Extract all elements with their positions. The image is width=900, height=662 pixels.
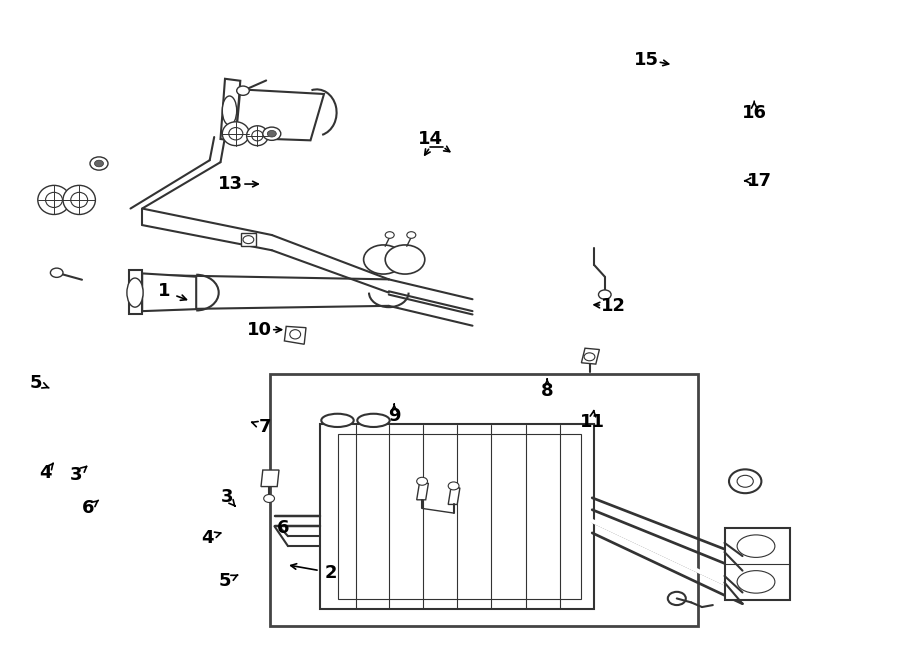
Text: 6: 6	[82, 499, 94, 518]
Polygon shape	[272, 235, 389, 293]
Ellipse shape	[263, 127, 281, 140]
Text: 2: 2	[325, 563, 338, 582]
Polygon shape	[133, 275, 389, 310]
Polygon shape	[236, 89, 324, 140]
Polygon shape	[320, 424, 594, 609]
Polygon shape	[417, 483, 428, 500]
Ellipse shape	[127, 278, 143, 307]
Ellipse shape	[584, 353, 595, 361]
Ellipse shape	[737, 571, 775, 593]
Ellipse shape	[385, 232, 394, 238]
Text: 15: 15	[634, 50, 659, 69]
Text: 11: 11	[580, 413, 605, 432]
Ellipse shape	[243, 236, 254, 244]
Ellipse shape	[385, 245, 425, 274]
Polygon shape	[241, 233, 256, 246]
Ellipse shape	[94, 160, 104, 167]
Ellipse shape	[407, 232, 416, 238]
Ellipse shape	[71, 193, 87, 207]
Ellipse shape	[38, 185, 70, 214]
Polygon shape	[448, 488, 460, 504]
Ellipse shape	[364, 245, 403, 274]
Polygon shape	[142, 273, 196, 311]
Ellipse shape	[222, 96, 237, 125]
Ellipse shape	[321, 414, 354, 427]
Ellipse shape	[267, 130, 276, 137]
Text: 6: 6	[277, 519, 290, 538]
Text: 5: 5	[30, 373, 42, 392]
Ellipse shape	[729, 469, 761, 493]
Text: 1: 1	[158, 282, 170, 301]
Ellipse shape	[50, 268, 63, 277]
Text: 4: 4	[201, 528, 213, 547]
Ellipse shape	[264, 495, 274, 502]
Text: 3: 3	[70, 466, 83, 485]
Ellipse shape	[46, 193, 62, 207]
Ellipse shape	[63, 185, 95, 214]
Ellipse shape	[237, 86, 249, 95]
Polygon shape	[129, 270, 142, 314]
Text: 13: 13	[218, 175, 243, 193]
Text: 16: 16	[742, 103, 767, 122]
Ellipse shape	[357, 414, 390, 427]
Ellipse shape	[668, 592, 686, 605]
Text: 7: 7	[259, 418, 272, 436]
Text: 14: 14	[418, 130, 443, 148]
Text: 4: 4	[39, 464, 51, 483]
Bar	[270, 374, 698, 626]
Ellipse shape	[222, 122, 249, 146]
Polygon shape	[284, 326, 306, 344]
Ellipse shape	[247, 126, 268, 146]
Ellipse shape	[737, 475, 753, 487]
Polygon shape	[389, 279, 473, 326]
Ellipse shape	[90, 157, 108, 170]
Ellipse shape	[737, 535, 775, 557]
Ellipse shape	[417, 477, 428, 485]
Ellipse shape	[252, 130, 263, 141]
Polygon shape	[220, 79, 240, 141]
Text: 17: 17	[747, 171, 772, 190]
Text: 3: 3	[220, 487, 233, 506]
Text: 9: 9	[388, 406, 400, 425]
Text: 10: 10	[247, 320, 272, 339]
Ellipse shape	[448, 482, 459, 490]
Polygon shape	[261, 470, 279, 487]
Ellipse shape	[229, 128, 243, 140]
Ellipse shape	[290, 330, 301, 339]
Text: 5: 5	[219, 572, 231, 591]
Text: 8: 8	[541, 381, 554, 400]
Text: 12: 12	[601, 297, 626, 315]
Polygon shape	[724, 528, 790, 600]
Polygon shape	[581, 348, 599, 364]
Polygon shape	[142, 209, 272, 250]
Ellipse shape	[598, 290, 611, 299]
